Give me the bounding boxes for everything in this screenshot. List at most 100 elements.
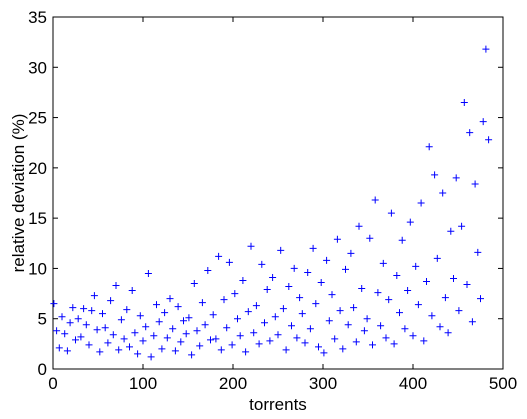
point	[382, 334, 390, 342]
point	[301, 339, 309, 347]
point	[155, 318, 163, 326]
point	[190, 280, 198, 288]
point	[458, 222, 466, 230]
point	[112, 282, 120, 290]
point	[174, 303, 182, 311]
y-tick-label: 15	[28, 209, 47, 228]
point	[69, 304, 77, 312]
point	[271, 313, 279, 321]
point	[425, 143, 433, 151]
point	[217, 346, 225, 354]
point	[317, 279, 325, 287]
point	[447, 227, 455, 235]
point	[228, 341, 236, 349]
point	[444, 329, 452, 337]
point	[212, 335, 220, 343]
axes-box	[52, 16, 504, 370]
point	[63, 347, 71, 355]
point	[406, 218, 414, 226]
point	[258, 260, 266, 268]
point	[441, 294, 449, 302]
point	[452, 174, 460, 182]
point	[374, 289, 382, 297]
point	[225, 258, 233, 266]
point	[390, 340, 398, 348]
point	[99, 310, 106, 318]
point	[474, 248, 482, 256]
point	[344, 321, 352, 329]
point	[428, 312, 436, 320]
point	[158, 345, 166, 353]
y-axis-label: relative deviation (%)	[9, 114, 28, 273]
point	[385, 296, 393, 304]
point	[439, 189, 447, 197]
point	[477, 295, 484, 303]
point	[93, 326, 101, 334]
point	[180, 317, 187, 325]
point	[355, 222, 363, 230]
point	[223, 324, 231, 332]
point	[82, 321, 90, 329]
point	[144, 269, 152, 277]
point	[193, 327, 201, 335]
point	[333, 235, 341, 243]
point	[231, 290, 239, 298]
point	[117, 316, 125, 324]
point	[312, 300, 320, 308]
point	[282, 346, 290, 354]
point	[255, 340, 263, 348]
point	[142, 323, 150, 331]
point	[50, 300, 58, 308]
point	[90, 292, 98, 300]
point	[247, 242, 255, 250]
point	[331, 335, 339, 343]
y-tick-label: 35	[28, 8, 47, 27]
point	[163, 334, 171, 342]
point	[288, 322, 295, 330]
point	[169, 325, 177, 333]
point	[234, 315, 241, 323]
point	[290, 264, 298, 272]
point	[266, 337, 274, 345]
point	[404, 287, 412, 295]
x-tick-label: 0	[48, 374, 57, 393]
point	[401, 325, 409, 333]
point	[466, 129, 474, 137]
point	[207, 336, 214, 344]
point	[101, 324, 109, 332]
point	[185, 314, 193, 322]
point	[150, 332, 158, 340]
point	[352, 338, 360, 346]
point	[239, 276, 247, 284]
point	[104, 339, 112, 347]
point	[277, 246, 285, 254]
point	[215, 252, 223, 260]
point	[366, 234, 374, 242]
point	[188, 351, 196, 359]
point	[479, 118, 487, 126]
point	[296, 294, 304, 302]
point	[166, 295, 174, 303]
point	[455, 307, 463, 315]
point	[460, 98, 468, 106]
point	[242, 348, 250, 356]
point	[263, 286, 271, 294]
point	[436, 323, 444, 331]
point	[315, 343, 322, 351]
point	[128, 287, 136, 295]
point	[358, 285, 366, 293]
point	[107, 297, 115, 305]
point	[309, 244, 317, 252]
point	[412, 262, 420, 270]
point	[201, 321, 209, 329]
point	[220, 296, 228, 304]
point	[433, 254, 441, 262]
x-tick-label: 200	[219, 374, 247, 393]
point	[339, 345, 347, 353]
point	[134, 350, 142, 358]
point	[161, 309, 169, 317]
y-tick-label: 0	[38, 360, 47, 379]
point	[347, 249, 355, 257]
point	[369, 341, 376, 349]
